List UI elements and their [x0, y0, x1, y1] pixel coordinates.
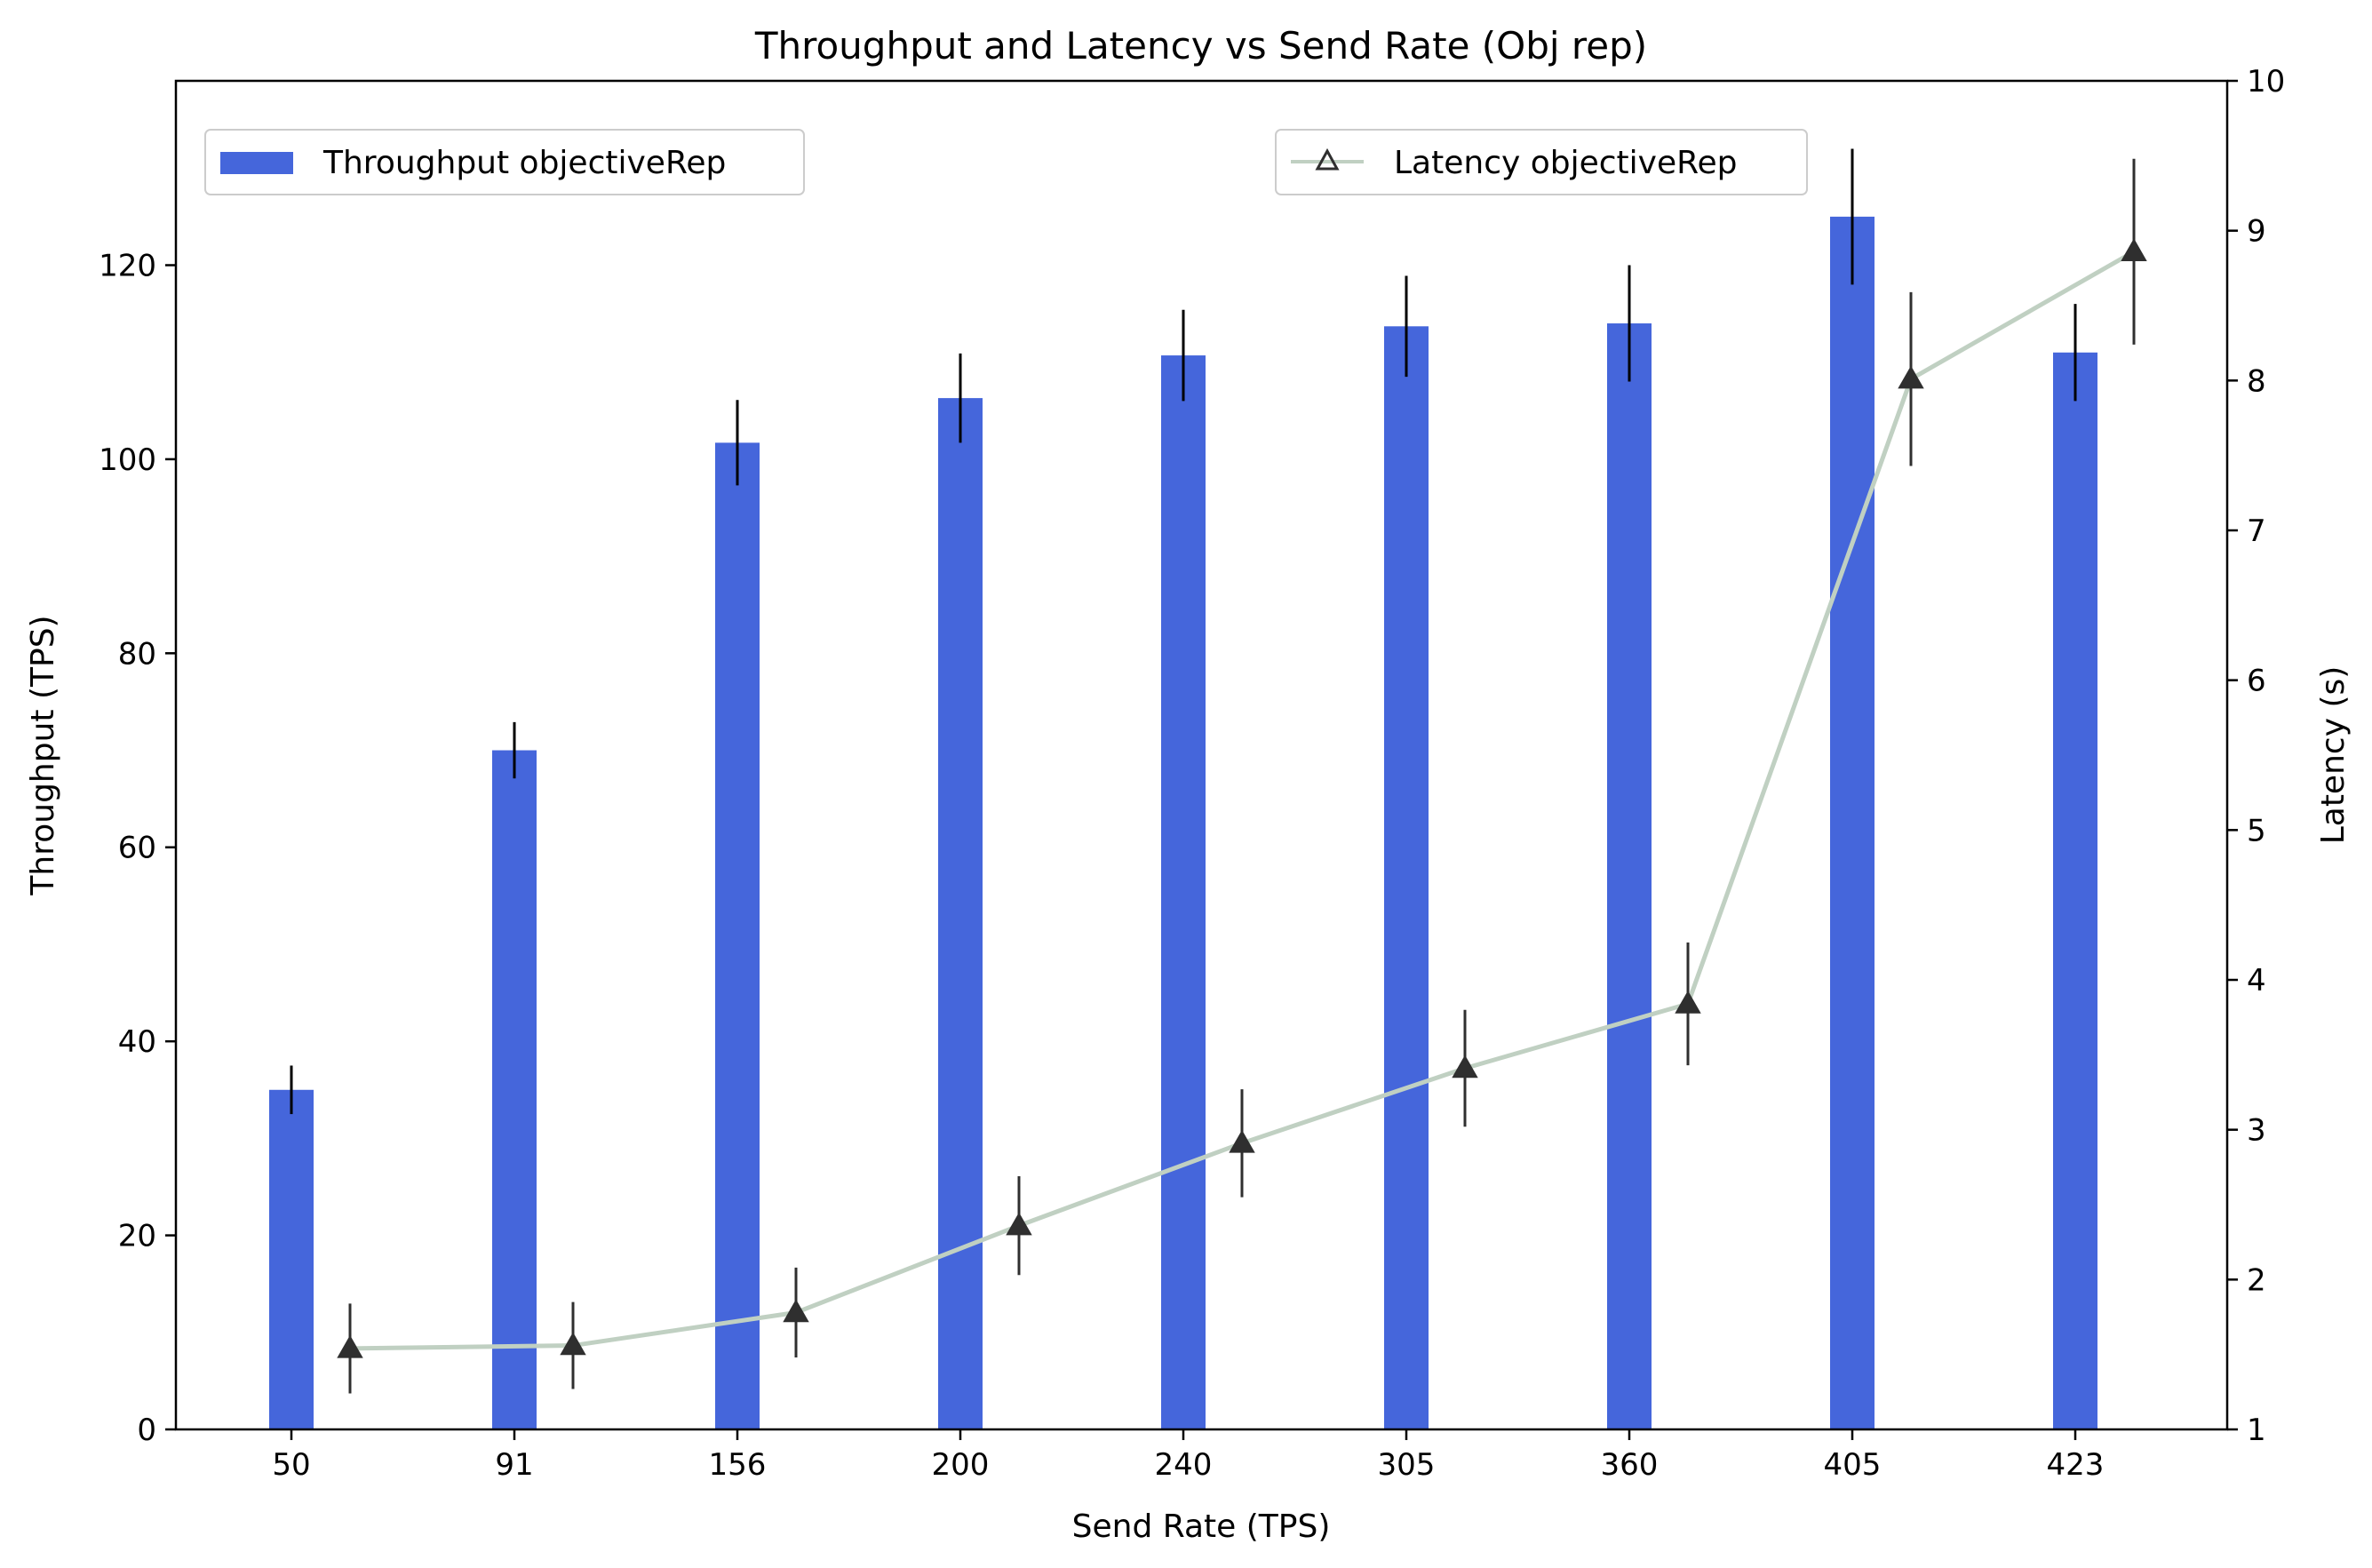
- chart-title: Throughput and Latency vs Send Rate (Obj…: [754, 24, 1647, 68]
- throughput-bar: [2053, 352, 2097, 1429]
- y-tick-label: 80: [118, 636, 156, 672]
- latency-point: [1229, 1129, 1255, 1153]
- legend-throughput-frame: [204, 129, 805, 195]
- x-tick-label: 240: [1155, 1447, 1213, 1483]
- x-axis: 50 91 156 200 240 305 360 405 423: [272, 1429, 2104, 1483]
- y2-tick-label: 1: [2247, 1413, 2266, 1448]
- y-tick-label: 120: [99, 248, 156, 283]
- y-tick-label: 20: [118, 1219, 156, 1254]
- latency-point: [1452, 1055, 1478, 1078]
- y2-tick-label: 6: [2247, 664, 2266, 699]
- throughput-bar: [269, 1089, 314, 1429]
- latency-point: [337, 1334, 363, 1358]
- y2-tick-label: 2: [2247, 1262, 2266, 1298]
- y-axis-right: 1 2 3 4 5 6 7 8 9 10: [2227, 64, 2285, 1448]
- x-tick-label: 305: [1378, 1447, 1436, 1483]
- y2-axis-label: Latency (s): [2315, 666, 2352, 845]
- latency-point: [1006, 1212, 1032, 1236]
- legend-latency-frame: [1275, 129, 1808, 195]
- legend-latency: Latency objectiveRep: [1275, 129, 1808, 195]
- throughput-bar: [1161, 355, 1206, 1429]
- bar-error-bars: [290, 148, 2077, 1115]
- latency-point: [2121, 238, 2147, 262]
- latency-point: [1898, 365, 1924, 389]
- throughput-bar: [1830, 216, 1875, 1429]
- x-tick-label: 50: [272, 1447, 310, 1483]
- y2-tick-label: 7: [2247, 513, 2266, 549]
- y-tick-label: 40: [118, 1024, 156, 1060]
- latency-point: [1675, 990, 1701, 1014]
- plot-frame: [174, 79, 2229, 1431]
- y2-tick-label: 10: [2247, 64, 2285, 99]
- legend-latency-label: Latency objectiveRep: [1394, 145, 1738, 181]
- legend-throughput-label: Throughput objectiveRep: [322, 145, 726, 181]
- y-tick-label: 60: [118, 831, 156, 866]
- throughput-bar: [938, 398, 983, 1429]
- y2-tick-label: 9: [2247, 214, 2266, 250]
- y2-tick-label: 4: [2247, 963, 2266, 999]
- y2-tick-label: 3: [2247, 1113, 2266, 1149]
- y-tick-label: 0: [137, 1413, 156, 1448]
- y-axis-left: 0 20 40 60 80 100 120: [99, 248, 176, 1448]
- y-tick-label: 100: [99, 442, 156, 478]
- x-axis-label: Send Rate (TPS): [1072, 1508, 1331, 1545]
- latency-line-layer: [337, 158, 2147, 1394]
- latency-point: [560, 1332, 586, 1356]
- x-tick-label: 405: [1824, 1447, 1882, 1483]
- legend-latency-triangle-icon: [1315, 147, 1340, 171]
- y2-tick-label: 8: [2247, 363, 2266, 399]
- bars-layer: [269, 216, 2097, 1430]
- x-tick-label: 360: [1601, 1447, 1659, 1483]
- throughput-bar: [1384, 326, 1429, 1429]
- throughput-bar: [1607, 323, 1652, 1429]
- throughput-bar: [715, 442, 760, 1430]
- y-axis-label: Throughput (TPS): [25, 615, 61, 895]
- y2-tick-label: 5: [2247, 813, 2266, 848]
- x-tick-label: 200: [932, 1447, 990, 1483]
- x-tick-label: 156: [709, 1447, 767, 1483]
- legend-throughput: Throughput objectiveRep: [204, 129, 805, 195]
- x-tick-label: 423: [2047, 1447, 2105, 1483]
- legend-throughput-swatch: [220, 152, 293, 174]
- x-tick-label: 91: [495, 1447, 533, 1483]
- throughput-bar: [492, 750, 537, 1429]
- latency-point: [783, 1299, 809, 1323]
